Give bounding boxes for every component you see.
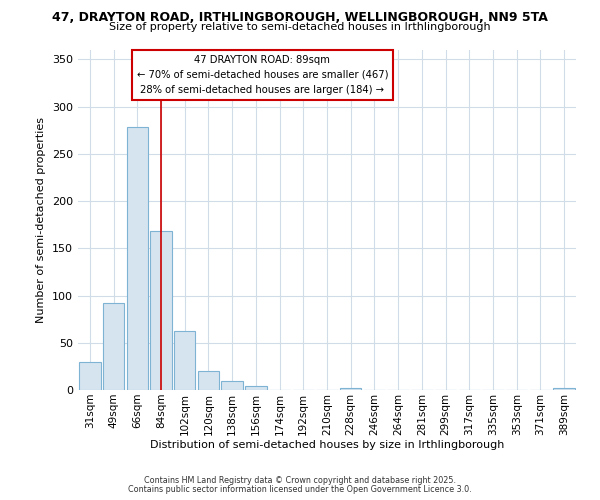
Text: Size of property relative to semi-detached houses in Irthlingborough: Size of property relative to semi-detach… — [109, 22, 491, 32]
Text: Contains HM Land Registry data © Crown copyright and database right 2025.: Contains HM Land Registry data © Crown c… — [144, 476, 456, 485]
Text: 47 DRAYTON ROAD: 89sqm
← 70% of semi-detached houses are smaller (467)
28% of se: 47 DRAYTON ROAD: 89sqm ← 70% of semi-det… — [137, 55, 388, 94]
Bar — [340, 388, 361, 390]
Bar — [221, 380, 243, 390]
Bar — [151, 232, 172, 390]
Bar — [245, 386, 266, 390]
Bar — [79, 362, 101, 390]
Bar — [174, 332, 196, 390]
Y-axis label: Number of semi-detached properties: Number of semi-detached properties — [37, 117, 46, 323]
Text: Contains public sector information licensed under the Open Government Licence 3.: Contains public sector information licen… — [128, 485, 472, 494]
X-axis label: Distribution of semi-detached houses by size in Irthlingborough: Distribution of semi-detached houses by … — [150, 440, 504, 450]
Bar — [127, 128, 148, 390]
Bar — [198, 371, 219, 390]
Text: 47, DRAYTON ROAD, IRTHLINGBOROUGH, WELLINGBOROUGH, NN9 5TA: 47, DRAYTON ROAD, IRTHLINGBOROUGH, WELLI… — [52, 11, 548, 24]
Bar — [553, 388, 575, 390]
Bar — [103, 303, 124, 390]
